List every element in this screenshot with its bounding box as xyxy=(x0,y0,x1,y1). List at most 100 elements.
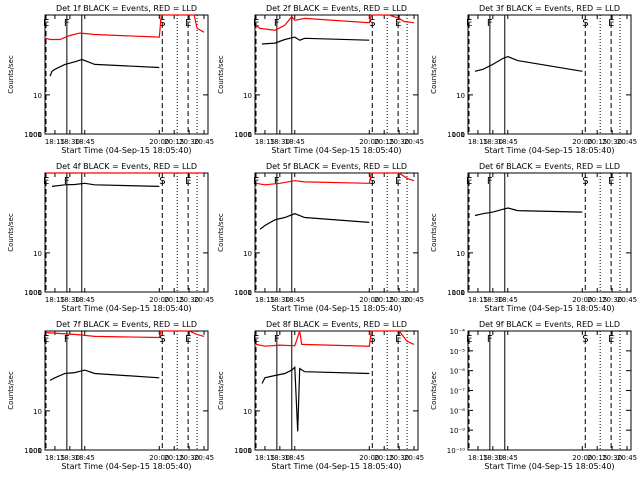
x-tick-label: 18:30 xyxy=(483,296,503,304)
y-tick-label: 1000 xyxy=(24,447,42,455)
x-tick-label: 20:00 xyxy=(572,454,592,462)
x-axis-label: Start Time (04-Sep-15 18:05:40) xyxy=(271,304,401,313)
y-axis-label: Counts/sec xyxy=(7,55,15,94)
y-tick-label: 10 xyxy=(33,92,42,100)
axes-frame xyxy=(254,14,419,135)
x-tick-label: 20:30 xyxy=(602,454,622,462)
panel-det-9f: Det 9f BLACK = Events, RED = LLD 10⁻¹⁰ 10⁻… xyxy=(430,320,637,471)
y-tick-label: 100 xyxy=(452,289,465,297)
marker-label: E xyxy=(185,334,191,345)
y-tick-label: 10 xyxy=(243,250,252,258)
x-tick-label: 20:00 xyxy=(359,296,379,304)
x-tick-label: 20:15 xyxy=(164,138,184,146)
x-tick-label: 18:45 xyxy=(75,138,95,146)
x-tick-label: 18:45 xyxy=(285,138,305,146)
x-tick-label: 18:15 xyxy=(255,454,275,462)
x-tick-label: 20:45 xyxy=(404,138,424,146)
panel-title: Det 3f BLACK = Events, RED = LLD xyxy=(479,4,620,13)
series-line-1 xyxy=(259,213,370,230)
y-axis-label: Counts/sec xyxy=(217,55,225,94)
x-tick-label: 20:15 xyxy=(374,454,394,462)
marker-label: S xyxy=(582,334,588,345)
series-line-2 xyxy=(255,330,415,347)
marker-label: E xyxy=(253,176,259,187)
panel-title: Det 5f BLACK = Events, RED = LLD xyxy=(266,162,407,171)
marker-label: S xyxy=(159,18,165,29)
y-tick-label: 1000 xyxy=(447,289,465,297)
panel-title: Det 1f BLACK = Events, RED = LLD xyxy=(56,4,197,13)
x-axis-label: Start Time (04-Sep-15 18:05:40) xyxy=(61,146,191,155)
y-tick-label: 1 xyxy=(38,447,42,455)
y-tick-label: 1000 xyxy=(447,131,465,139)
y-tick-label: 100 xyxy=(452,131,465,139)
panel-det-6f: Det 6f BLACK = Events, RED = LLD 1 10 10010… xyxy=(430,162,637,313)
x-tick-label: 20:00 xyxy=(572,138,592,146)
panel-det-3f: Det 3f BLACK = Events, RED = LLD 1 10 10010… xyxy=(430,4,637,155)
series-line-2 xyxy=(45,14,205,41)
marker-label: E xyxy=(608,18,614,29)
marker-label: S xyxy=(369,176,375,187)
marker-label: E xyxy=(608,176,614,187)
x-tick-label: 18:30 xyxy=(60,454,80,462)
y-tick-label: 1 xyxy=(461,289,465,297)
series-line-1 xyxy=(474,207,583,217)
x-tick-label: 20:30 xyxy=(389,296,409,304)
axes-frame xyxy=(254,330,419,451)
x-tick-label: 20:00 xyxy=(572,296,592,304)
marker-label: F xyxy=(487,334,493,345)
y-tick-label: 10⁻⁵ xyxy=(450,348,466,356)
marker-label: F xyxy=(64,334,70,345)
marker-label: E xyxy=(466,18,472,29)
marker-label: E xyxy=(395,18,401,29)
x-tick-label: 18:30 xyxy=(483,138,503,146)
y-tick-label: 100 xyxy=(239,289,252,297)
y-tick-label: 1 xyxy=(38,289,42,297)
y-axis-label: Counts/sec xyxy=(7,371,15,410)
axes-frame xyxy=(467,330,632,451)
x-tick-label: 20:30 xyxy=(389,454,409,462)
marker-label: F xyxy=(274,176,280,187)
x-tick-label: 20:00 xyxy=(359,138,379,146)
x-tick-label: 20:15 xyxy=(587,296,607,304)
x-tick-label: 18:45 xyxy=(498,454,518,462)
panel-det-5f: Det 5f BLACK = Events, RED = LLD 1 10 10010… xyxy=(217,162,424,313)
marker-label: E xyxy=(395,176,401,187)
axes-frame xyxy=(44,172,209,293)
y-tick-label: 10 xyxy=(33,250,42,258)
marker-label: S xyxy=(159,334,165,345)
marker-label: S xyxy=(582,176,588,187)
x-tick-label: 20:15 xyxy=(587,138,607,146)
marker-label: E xyxy=(466,176,472,187)
x-tick-label: 20:30 xyxy=(179,296,199,304)
y-tick-label: 1000 xyxy=(234,447,252,455)
panel-title: Det 4f BLACK = Events, RED = LLD xyxy=(56,162,197,171)
series-line-2 xyxy=(255,14,415,31)
series-line-1 xyxy=(474,55,583,72)
x-axis-label: Start Time (04-Sep-15 18:05:40) xyxy=(484,146,614,155)
y-tick-label: 10 xyxy=(243,408,252,416)
y-tick-label: 10 xyxy=(33,408,42,416)
marker-label: S xyxy=(159,176,165,187)
x-tick-label: 18:45 xyxy=(285,454,305,462)
x-tick-label: 20:15 xyxy=(374,138,394,146)
panel-det-8f: Det 8f BLACK = Events, RED = LLD 1 10 10010… xyxy=(217,320,424,471)
panel-det-2f: Det 2f BLACK = Events, RED = LLD 1 10 10010… xyxy=(217,4,424,155)
x-tick-label: 18:15 xyxy=(468,454,488,462)
x-axis-label: Start Time (04-Sep-15 18:05:40) xyxy=(484,304,614,313)
x-tick-label: 18:45 xyxy=(75,454,95,462)
y-tick-label: 100 xyxy=(239,447,252,455)
y-axis-label: Counts/sec xyxy=(430,213,438,252)
x-tick-label: 18:30 xyxy=(60,296,80,304)
axes-frame xyxy=(467,14,632,135)
series-line-1 xyxy=(261,36,370,45)
y-tick-label: 10⁻⁴ xyxy=(450,328,466,336)
series-line-2 xyxy=(255,172,415,186)
panel-det-1f: Det 1f BLACK = Events, RED = LLD 1 10 10010… xyxy=(7,4,214,155)
y-tick-label: 100 xyxy=(29,131,42,139)
x-tick-label: 20:30 xyxy=(179,138,199,146)
y-tick-label: 100 xyxy=(29,289,42,297)
x-tick-label: 20:45 xyxy=(194,138,214,146)
panel-title: Det 7f BLACK = Events, RED = LLD xyxy=(56,320,197,329)
